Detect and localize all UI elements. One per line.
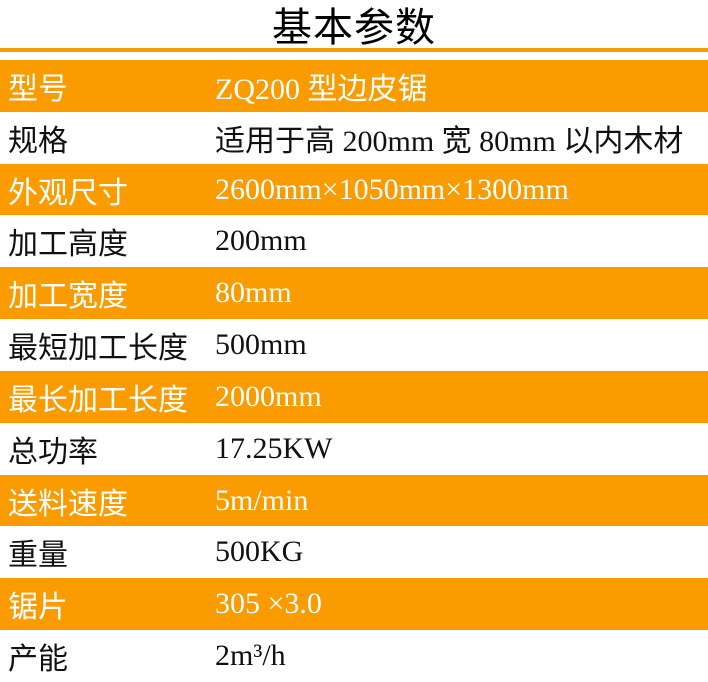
spec-value: 17.25KW bbox=[215, 431, 333, 465]
spec-value: 500KG bbox=[215, 535, 304, 569]
page-title: 基本参数 bbox=[272, 5, 436, 50]
spec-label: 最短加工长度 bbox=[8, 332, 188, 366]
table-row: 加工高度 200mm bbox=[0, 215, 708, 268]
spec-table: 型号 ZQ200 型边皮锯 规格 适用于高 200mm 宽 80mm 以内木材 … bbox=[0, 60, 708, 682]
table-row: 规格 适用于高 200mm 宽 80mm 以内木材 bbox=[0, 111, 708, 164]
spec-label: 外观尺寸 bbox=[8, 176, 128, 210]
spec-label: 送料速度 bbox=[8, 487, 128, 521]
spec-value: 305 ×3.0 bbox=[215, 587, 322, 621]
spec-label: 重量 bbox=[8, 539, 68, 573]
table-row: 锯片 305 ×3.0 bbox=[0, 578, 708, 631]
spec-value: 2000mm bbox=[215, 379, 322, 413]
spec-value: 适用于高 200mm 宽 80mm 以内木材 bbox=[215, 124, 684, 158]
spec-value: 2600mm×1050mm×1300mm bbox=[215, 172, 569, 206]
title-gap bbox=[0, 52, 708, 60]
spec-label: 总功率 bbox=[8, 435, 98, 469]
table-row: 总功率 17.25KW bbox=[0, 422, 708, 475]
spec-value: 2m³/h bbox=[215, 639, 286, 673]
spec-label: 型号 bbox=[8, 72, 68, 106]
spec-value: 80mm bbox=[215, 276, 292, 310]
table-row: 最短加工长度 500mm bbox=[0, 319, 708, 371]
table-row: 型号 ZQ200 型边皮锯 bbox=[0, 60, 708, 112]
spec-value: ZQ200 型边皮锯 bbox=[215, 72, 428, 106]
spec-label: 规格 bbox=[8, 124, 68, 158]
spec-label: 加工高度 bbox=[8, 228, 128, 262]
table-row: 送料速度 5m/min bbox=[0, 474, 708, 527]
table-row: 加工宽度 80mm bbox=[0, 267, 708, 320]
spec-value: 500mm bbox=[215, 328, 307, 362]
spec-value: 5m/min bbox=[215, 483, 309, 517]
spec-label: 最长加工长度 bbox=[8, 383, 188, 417]
title-divider bbox=[0, 48, 708, 52]
spec-label: 加工宽度 bbox=[8, 280, 128, 314]
spec-value: 200mm bbox=[215, 224, 307, 258]
table-row: 产能 2m³/h bbox=[0, 630, 708, 682]
table-row: 重量 500KG bbox=[0, 526, 708, 579]
table-row: 最长加工长度 2000mm bbox=[0, 370, 708, 423]
table-row: 外观尺寸 2600mm×1050mm×1300mm bbox=[0, 163, 708, 216]
spec-label: 产能 bbox=[8, 643, 68, 677]
spec-label: 锯片 bbox=[8, 591, 68, 625]
